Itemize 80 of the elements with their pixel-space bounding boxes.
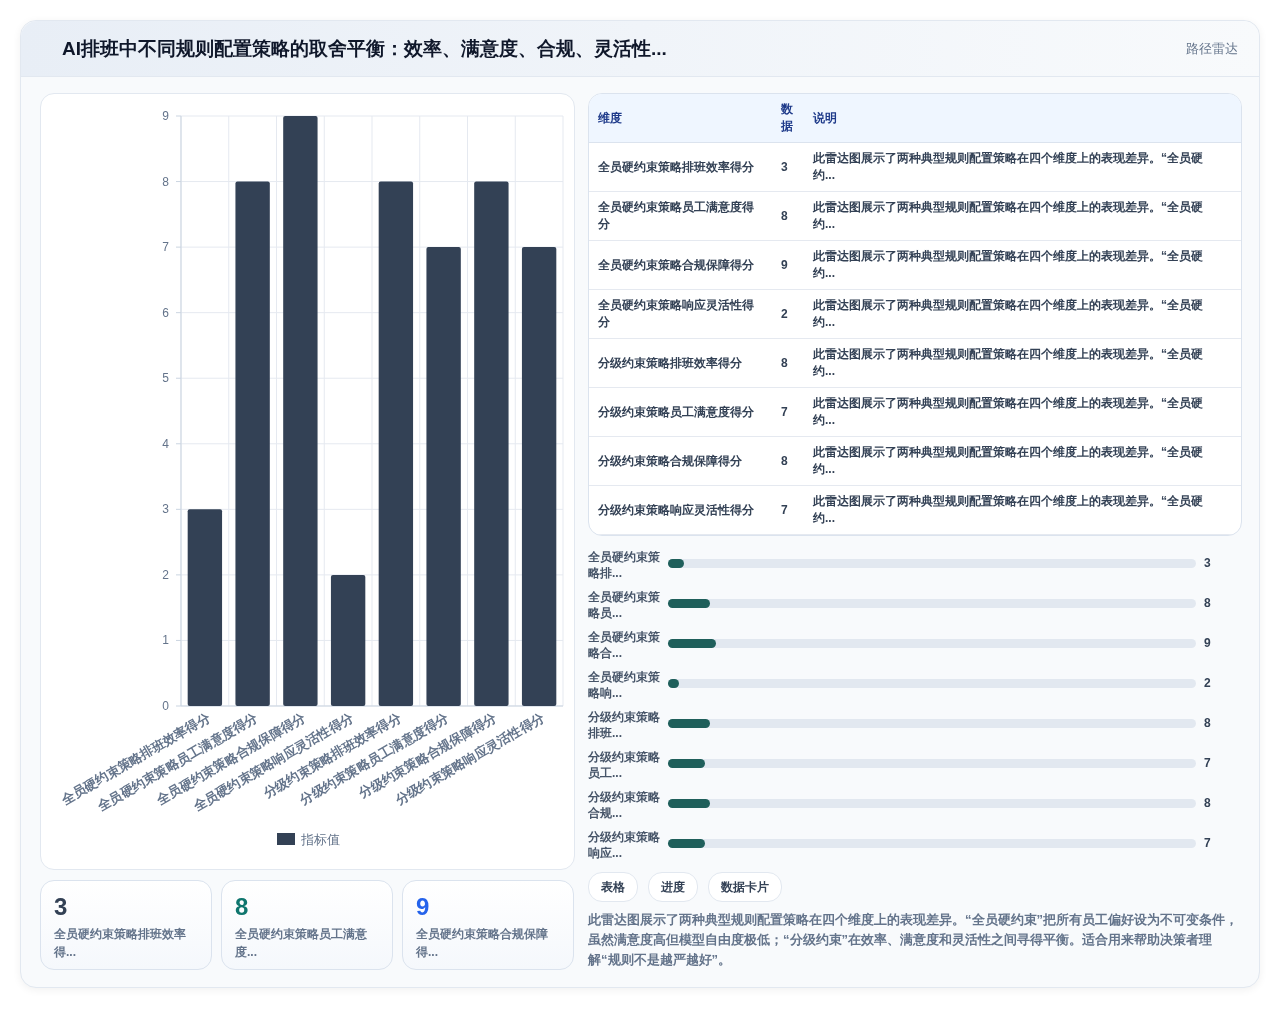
data-label: 8 bbox=[1204, 796, 1211, 810]
data-label: 8 bbox=[1204, 596, 1211, 610]
text: 数据卡片 bbox=[708, 872, 782, 902]
text: 此雷达图展示了两种典型规则配置策略在四个维度上的表现差异。“全员硬约... bbox=[804, 387, 1241, 437]
data-label: 8 bbox=[772, 338, 804, 388]
text: 数据 bbox=[772, 94, 804, 143]
data-label: 3 bbox=[772, 142, 804, 192]
y-tick-label: 全员硬约束策略排... bbox=[588, 549, 661, 581]
bar bbox=[668, 639, 716, 648]
text: 此雷达图展示了两种典型规则配置策略在四个维度上的表现差异。“全员硬约... bbox=[804, 191, 1241, 241]
bar bbox=[668, 839, 705, 848]
y-tick-label: 分级约束策略员工... bbox=[588, 749, 661, 781]
y-tick-label: 3 bbox=[162, 502, 170, 517]
bar bbox=[668, 719, 711, 728]
data-label: 7 bbox=[1204, 756, 1211, 770]
text: 此雷达图展示了两种典型规则配置策略在四个维度上的表现差异。“全员硬约... bbox=[804, 485, 1241, 535]
category-label: 全员硬约束策略合规保障得分 bbox=[589, 240, 772, 290]
data-label: 2 bbox=[1204, 676, 1211, 690]
y-tick-label: 2 bbox=[162, 567, 170, 582]
category-label: 全员硬约束策略员工满意度... bbox=[235, 926, 368, 961]
y-tick-label: 分级约束策略合规... bbox=[588, 789, 661, 821]
bar bbox=[378, 181, 414, 706]
text: 此雷达图展示了两种典型规则配置策略在四个维度上的表现差异。“全员硬约... bbox=[804, 240, 1241, 290]
bar bbox=[521, 247, 557, 706]
bar bbox=[235, 181, 270, 706]
text: 此雷达图展示了两种典型规则配置策略在四个维度上的表现差异。“全员硬约... bbox=[804, 289, 1241, 339]
bar bbox=[474, 181, 509, 706]
data-label: 8 bbox=[772, 191, 804, 241]
data-label: 8 bbox=[235, 893, 249, 921]
category-label: 全员硬约束策略员工满意度得分 bbox=[589, 191, 772, 241]
bar bbox=[330, 574, 366, 706]
category-label: 分级约束策略合规保障得分 bbox=[589, 436, 772, 486]
data-label: 9 bbox=[772, 240, 804, 290]
y-tick-label: 8 bbox=[162, 174, 170, 189]
bar bbox=[283, 116, 318, 706]
y-tick-label: 5 bbox=[162, 371, 170, 386]
y-tick-label: 分级约束策略响应... bbox=[588, 829, 661, 861]
text: 说明 bbox=[804, 94, 1241, 143]
data-label: 8 bbox=[772, 436, 804, 486]
y-tick-label: 1 bbox=[162, 633, 170, 648]
y-tick-label: 7 bbox=[162, 240, 170, 255]
category-label: 全员硬约束策略排班效率得... bbox=[54, 926, 187, 961]
text: 路径雷达 bbox=[1186, 40, 1238, 58]
text: 此雷达图展示了两种典型规则配置策略在四个维度上的表现差异。“全员硬约... bbox=[804, 436, 1241, 486]
y-tick-label: 9 bbox=[162, 109, 170, 123]
bar bbox=[668, 759, 705, 768]
category-label: 全员硬约束策略排班效率得分 bbox=[589, 142, 772, 192]
y-tick-label: 分级约束策略排班... bbox=[588, 709, 661, 741]
y-tick-label: 0 bbox=[162, 699, 170, 713]
data-label: 3 bbox=[1204, 556, 1211, 570]
data-label: 8 bbox=[1204, 716, 1211, 730]
text: 此雷达图展示了两种典型规则配置策略在四个维度上的表现差异。“全员硬约束”把所有员工偏好设为不可变条件，虽然满意度高但模型自由度极低；“分级约束”在效率、满意度和灵活性之间寻得平衡。适合用来帮助决策者理解“规则不是越严越好”。 bbox=[588, 911, 1239, 969]
data-label: 9 bbox=[416, 893, 430, 921]
text: 此雷达图展示了两种典型规则配置策略在四个维度上的表现差异。“全员硬约... bbox=[804, 338, 1241, 388]
category-label: 分级约束策略响应灵活性得分 bbox=[589, 485, 772, 535]
category-label: 分级约束策略排班效率得分 bbox=[589, 338, 772, 388]
data-label: 3 bbox=[54, 893, 68, 921]
text: 表格 bbox=[588, 872, 638, 902]
category-label: 分级约束策略员工满意度得分 bbox=[589, 387, 772, 437]
bar bbox=[187, 509, 223, 706]
category-label: 全员硬约束策略响应灵活性得分 bbox=[589, 289, 772, 339]
category-label: 全员硬约束策略合规保障得... bbox=[416, 926, 549, 961]
bar bbox=[668, 799, 711, 808]
y-tick-label: 6 bbox=[162, 305, 170, 320]
data-label: 2 bbox=[772, 289, 804, 339]
data-label: 7 bbox=[772, 387, 804, 437]
text: 此雷达图展示了两种典型规则配置策略在四个维度上的表现差异。“全员硬约... bbox=[804, 142, 1241, 192]
legend-label: 指标值 bbox=[300, 832, 340, 847]
data-label: 7 bbox=[772, 485, 804, 535]
y-tick-label: 4 bbox=[162, 436, 170, 451]
y-tick-label: 全员硬约束策略响... bbox=[588, 669, 661, 701]
y-tick-label: 全员硬约束策略合... bbox=[588, 629, 661, 661]
data-label: 7 bbox=[1204, 836, 1211, 850]
text: 进度 bbox=[648, 872, 698, 902]
text: 维度 bbox=[589, 94, 772, 143]
y-tick-label: 全员硬约束策略员... bbox=[588, 589, 661, 621]
bar bbox=[668, 599, 711, 608]
text: AI排班中不同规则配置策略的取舍平衡：效率、满意度、合规、灵活性... bbox=[62, 37, 667, 61]
data-label: 9 bbox=[1204, 636, 1211, 650]
bar bbox=[426, 247, 461, 706]
